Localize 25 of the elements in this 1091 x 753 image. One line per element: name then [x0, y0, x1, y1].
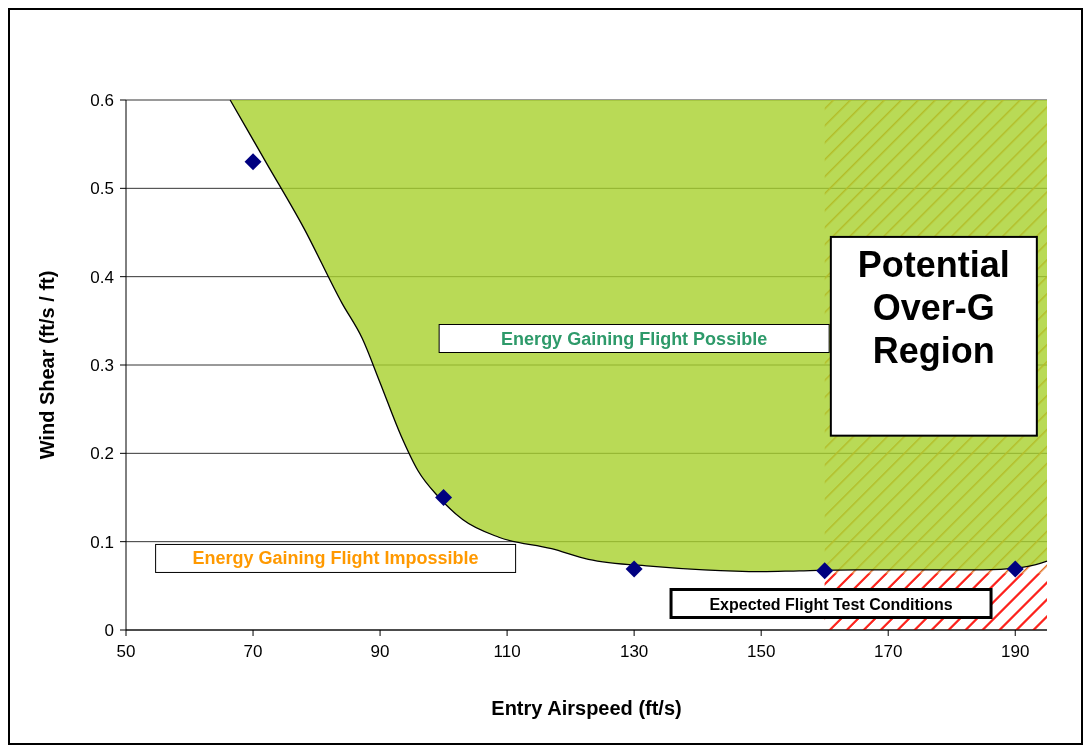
point [1006, 560, 1024, 578]
y-tick-label: 0.5 [90, 179, 114, 199]
point [625, 560, 643, 578]
y-tick-label: 0.6 [90, 91, 114, 110]
y-tick-label: 0.2 [90, 444, 114, 464]
x-tick-label: 110 [493, 642, 521, 661]
point [816, 562, 834, 580]
point [435, 489, 453, 506]
y-tick-label: 0 [104, 621, 114, 640]
annotation: Expected Flight Test Conditions [709, 595, 953, 613]
x-tick-label: 130 [619, 642, 649, 661]
band-label: Potential Over-G Region [857, 243, 1010, 371]
x-tick-label: 190 [1001, 642, 1030, 661]
x-tick-label: 70 [243, 642, 263, 661]
annotation: Energy Gaining Flight Possible [501, 328, 768, 349]
y-axis-title: Wind Shear (ft/s / ft) [36, 270, 58, 460]
y-tick-label: 0.1 [90, 532, 114, 552]
x-tick-label: 90 [370, 642, 390, 661]
x-axis-title: Entry Airspeed (ft/s) [491, 697, 682, 719]
y-tick-label: 0.4 [90, 267, 114, 287]
x-tick-label: 170 [874, 642, 903, 661]
y-tick-label: 0.3 [90, 356, 114, 375]
annotation: Energy Gaining Flight Impossible [192, 548, 479, 569]
x-tick-label: 150 [746, 642, 776, 661]
x-tick-label: 50 [116, 642, 136, 661]
